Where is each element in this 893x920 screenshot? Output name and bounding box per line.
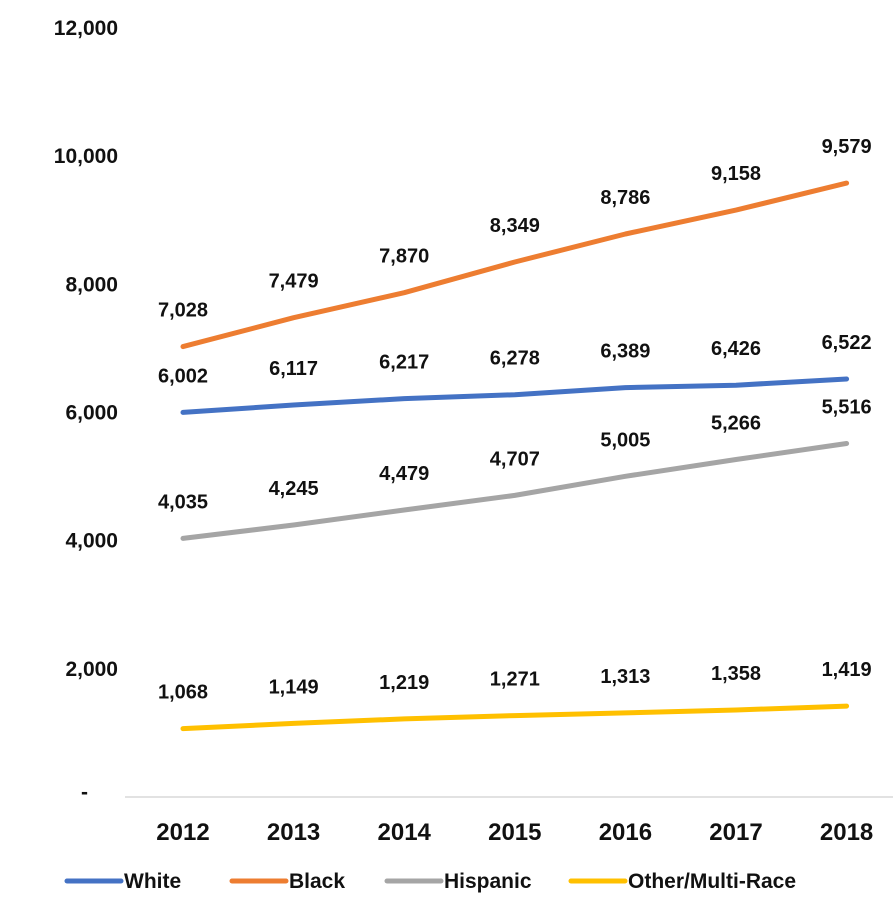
data-label: 6,426 — [711, 338, 761, 360]
data-label: 6,002 — [158, 365, 208, 387]
x-tick-label: 2017 — [709, 819, 762, 846]
y-tick-label: 6,000 — [65, 402, 118, 425]
series-line-white — [180, 376, 850, 415]
legend-item-black: Black — [229, 870, 345, 893]
legend-label: Black — [289, 870, 345, 893]
data-label: 1,313 — [600, 666, 650, 688]
data-label: 1,149 — [269, 676, 319, 698]
data-label: 5,516 — [822, 397, 872, 419]
data-label: 6,522 — [822, 332, 872, 354]
data-label: 6,217 — [379, 352, 429, 374]
series-line-hispanic — [180, 441, 850, 541]
x-tick-label: 2018 — [820, 819, 873, 846]
data-label: 8,349 — [490, 215, 540, 237]
data-label: 8,786 — [600, 187, 650, 209]
series-line-other-multi-race — [180, 703, 850, 732]
x-tick-label: 2014 — [378, 819, 432, 846]
data-label: 7,028 — [158, 300, 208, 322]
y-tick-label: 2,000 — [65, 658, 118, 681]
x-tick-label: 2016 — [599, 819, 652, 846]
data-label: 1,271 — [490, 669, 540, 691]
y-tick-label: 10,000 — [54, 145, 118, 168]
data-label: 1,068 — [158, 682, 208, 704]
legend-item-white: White — [64, 870, 181, 893]
legend-label: Other/Multi-Race — [628, 870, 796, 893]
data-labels-layer: 6,002 6,117 6,217 6,278 6,389 6,426 6,522 7,028… — [158, 136, 872, 703]
legend-item-other-multi-race: Other/Multi-Race — [568, 870, 796, 893]
x-tick-label: 2015 — [488, 819, 541, 846]
data-label: 4,245 — [269, 478, 319, 500]
legend: White Black Hispanic Other/Multi-Race — [64, 870, 796, 893]
series-line-black — [180, 180, 850, 350]
legend-label: Hispanic — [444, 870, 532, 893]
data-label: 5,266 — [711, 413, 761, 435]
data-label: 1,219 — [379, 672, 429, 694]
data-label: 6,117 — [269, 358, 318, 380]
data-label: 9,158 — [711, 163, 761, 185]
y-tick-label: 8,000 — [65, 273, 118, 296]
x-tick-label: 2013 — [267, 819, 320, 846]
data-label: 6,278 — [490, 348, 540, 370]
y-tick-label: 4,000 — [65, 530, 118, 553]
data-label: 1,358 — [711, 663, 761, 685]
data-label: 6,389 — [600, 341, 650, 363]
series-lines-layer — [180, 180, 850, 732]
data-label: 7,479 — [269, 271, 319, 293]
data-label: 4,707 — [490, 448, 540, 470]
data-label: 7,870 — [379, 246, 429, 268]
y-tick-label: 12,000 — [54, 17, 118, 40]
data-label: 9,579 — [822, 136, 872, 158]
data-label: 1,419 — [822, 659, 872, 681]
legend-item-hispanic: Hispanic — [384, 870, 532, 893]
data-label: 4,479 — [379, 463, 429, 485]
axes-layer: - 2,000 4,000 6,000 8,000 10,000 12,000 2012 201… — [54, 17, 893, 846]
y-tick-label: - — [81, 781, 88, 804]
x-tick-label: 2012 — [156, 819, 209, 846]
legend-label: White — [124, 870, 181, 893]
data-label: 4,035 — [158, 491, 208, 513]
data-label: 5,005 — [600, 429, 650, 451]
